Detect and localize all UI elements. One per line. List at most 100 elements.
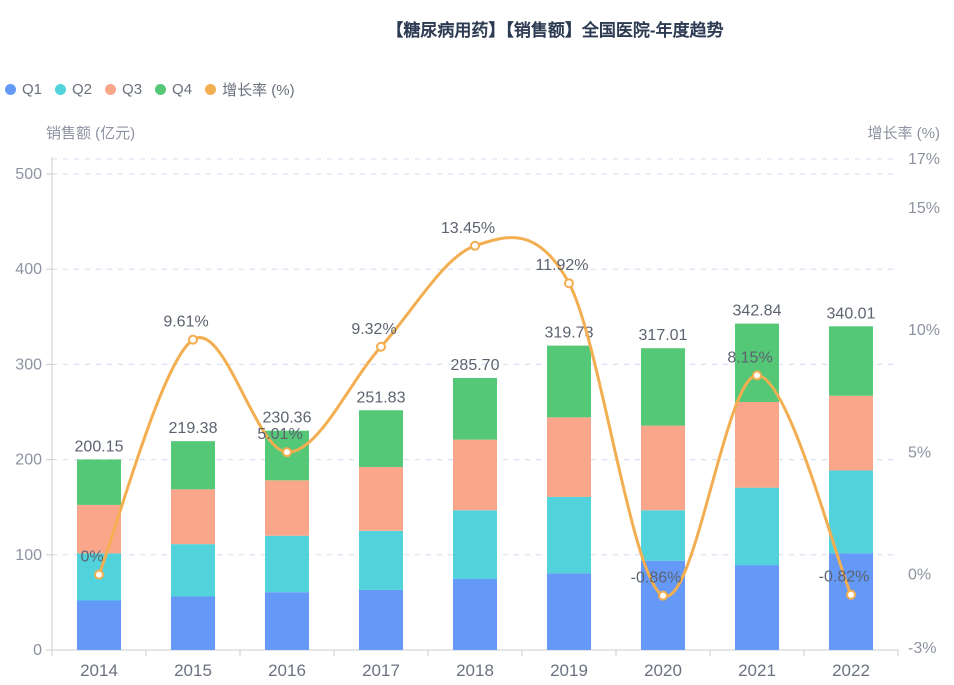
bar-q3-2021[interactable]: [735, 402, 779, 488]
legend: Q1 Q2 Q3 Q4 增长率 (%): [5, 79, 295, 100]
growth-point-2019[interactable]: [564, 278, 574, 289]
bar-total-label: 219.38: [169, 420, 218, 437]
growth-point-2015[interactable]: [188, 334, 198, 345]
growth-rate-label: -0.82%: [819, 569, 870, 586]
growth-point-2014[interactable]: [94, 569, 104, 580]
right-axis-label: 17%: [908, 151, 940, 168]
right-axis-label: 10%: [908, 322, 940, 339]
x-axis-label: 2020: [644, 661, 682, 680]
bar-q4-2020[interactable]: [641, 348, 685, 426]
right-axis-label: 5%: [908, 444, 931, 461]
right-axis-label: -3%: [908, 640, 936, 657]
right-axis-label: 15%: [908, 200, 940, 217]
bar-total-label: 230.36: [263, 410, 312, 427]
bar-q3-2015[interactable]: [171, 489, 215, 545]
bar-q2-2020[interactable]: [641, 510, 685, 561]
bar-total-label: 317.01: [639, 327, 688, 344]
bar-q1-2018[interactable]: [453, 578, 497, 650]
legend-item-label: Q2: [72, 81, 93, 98]
growth-point-2016[interactable]: [282, 447, 292, 458]
legend-item-label: Q4: [172, 81, 193, 98]
legend-item-label: Q1: [22, 81, 43, 98]
x-axis-label: 2017: [362, 661, 400, 680]
x-axis-label: 2022: [832, 661, 870, 680]
legend-dot-icon: [55, 84, 67, 95]
growth-rate-label: 9.32%: [351, 321, 396, 338]
left-axis-label: 100: [15, 547, 42, 564]
bar-q2-2016[interactable]: [265, 535, 309, 593]
bar-q2-2019[interactable]: [547, 496, 591, 574]
legend-item-q2[interactable]: Q2: [55, 81, 92, 98]
left-axis-label: 0: [33, 642, 42, 659]
growth-point-2020[interactable]: [658, 590, 668, 601]
bar-q3-2016[interactable]: [265, 480, 309, 536]
bar-q1-2016[interactable]: [265, 592, 309, 650]
legend-item-q1[interactable]: Q1: [5, 81, 42, 98]
bar-q1-2021[interactable]: [735, 565, 779, 650]
growth-point-2018[interactable]: [470, 240, 480, 251]
legend-dot-icon: [205, 84, 217, 95]
bar-q4-2017[interactable]: [359, 410, 403, 468]
bar-q2-2021[interactable]: [735, 487, 779, 566]
bar-q4-2022[interactable]: [829, 326, 873, 396]
legend-dot-icon: [155, 84, 167, 95]
bar-total-label: 342.84: [733, 303, 782, 320]
growth-point-2017[interactable]: [376, 341, 386, 352]
bar-q2-2018[interactable]: [453, 510, 497, 579]
growth-rate-label: 9.61%: [163, 314, 208, 331]
legend-item-q4[interactable]: Q4: [155, 81, 192, 98]
bar-q1-2019[interactable]: [547, 573, 591, 650]
growth-rate-label: 11.92%: [535, 257, 588, 274]
bar-total-label: 340.01: [827, 305, 876, 322]
x-axis-label: 2016: [268, 661, 306, 680]
bar-q3-2018[interactable]: [453, 439, 497, 511]
bar-total-label: 285.70: [451, 357, 500, 374]
bar-q4-2014[interactable]: [77, 459, 121, 505]
bar-q2-2022[interactable]: [829, 470, 873, 554]
left-axis-label: 500: [15, 166, 42, 183]
bar-q1-2022[interactable]: [829, 553, 873, 650]
bar-total-label: 251.83: [357, 389, 406, 406]
legend-dot-icon: [105, 84, 117, 95]
right-axis-title: 增长率 (%): [867, 125, 941, 142]
right-axis-label: 0%: [908, 567, 931, 584]
bar-q2-2015[interactable]: [171, 544, 215, 597]
legend-item-growth-rate[interactable]: 增长率 (%): [205, 79, 295, 100]
bar-q3-2017[interactable]: [359, 467, 403, 531]
left-axis-label: 300: [15, 356, 42, 373]
bar-q1-2014[interactable]: [77, 600, 121, 650]
bar-q3-2022[interactable]: [829, 395, 873, 471]
x-axis-label: 2014: [80, 661, 118, 680]
bar-q4-2019[interactable]: [547, 345, 591, 418]
bar-q3-2020[interactable]: [641, 425, 685, 511]
x-axis-label: 2015: [174, 661, 212, 680]
bar-total-label: 319.73: [545, 325, 594, 342]
bar-q3-2019[interactable]: [547, 417, 591, 497]
left-axis-title: 销售额 (亿元): [46, 125, 136, 142]
bar-q1-2017[interactable]: [359, 589, 403, 650]
chart-title: 【糖尿病用药】【销售额】全国医院-年度趋势: [386, 21, 724, 40]
legend-dot-icon: [5, 84, 16, 95]
x-axis-label: 2021: [738, 661, 776, 680]
legend-item-label: Q3: [122, 81, 143, 98]
growth-point-2021[interactable]: [752, 370, 762, 381]
x-axis-label: 2019: [550, 661, 588, 680]
growth-point-2022[interactable]: [846, 589, 856, 600]
left-axis-label: 400: [15, 261, 42, 278]
left-axis-label: 200: [15, 452, 42, 469]
bar-total-label: 200.15: [75, 438, 124, 455]
bar-q2-2017[interactable]: [359, 530, 403, 590]
growth-rate-label: 13.45%: [441, 220, 495, 237]
x-axis-label: 2018: [456, 661, 494, 680]
bar-q4-2018[interactable]: [453, 378, 497, 440]
growth-rate-label: 8.15%: [727, 349, 772, 366]
bar-q1-2015[interactable]: [171, 596, 215, 650]
growth-rate-label: 5.01%: [257, 426, 302, 443]
growth-rate-label: -0.86%: [631, 570, 682, 587]
legend-item-q3[interactable]: Q3: [105, 81, 142, 98]
legend-item-label: 增长率 (%): [222, 82, 295, 99]
growth-line[interactable]: [97, 236, 853, 598]
bar-q4-2015[interactable]: [171, 441, 215, 490]
